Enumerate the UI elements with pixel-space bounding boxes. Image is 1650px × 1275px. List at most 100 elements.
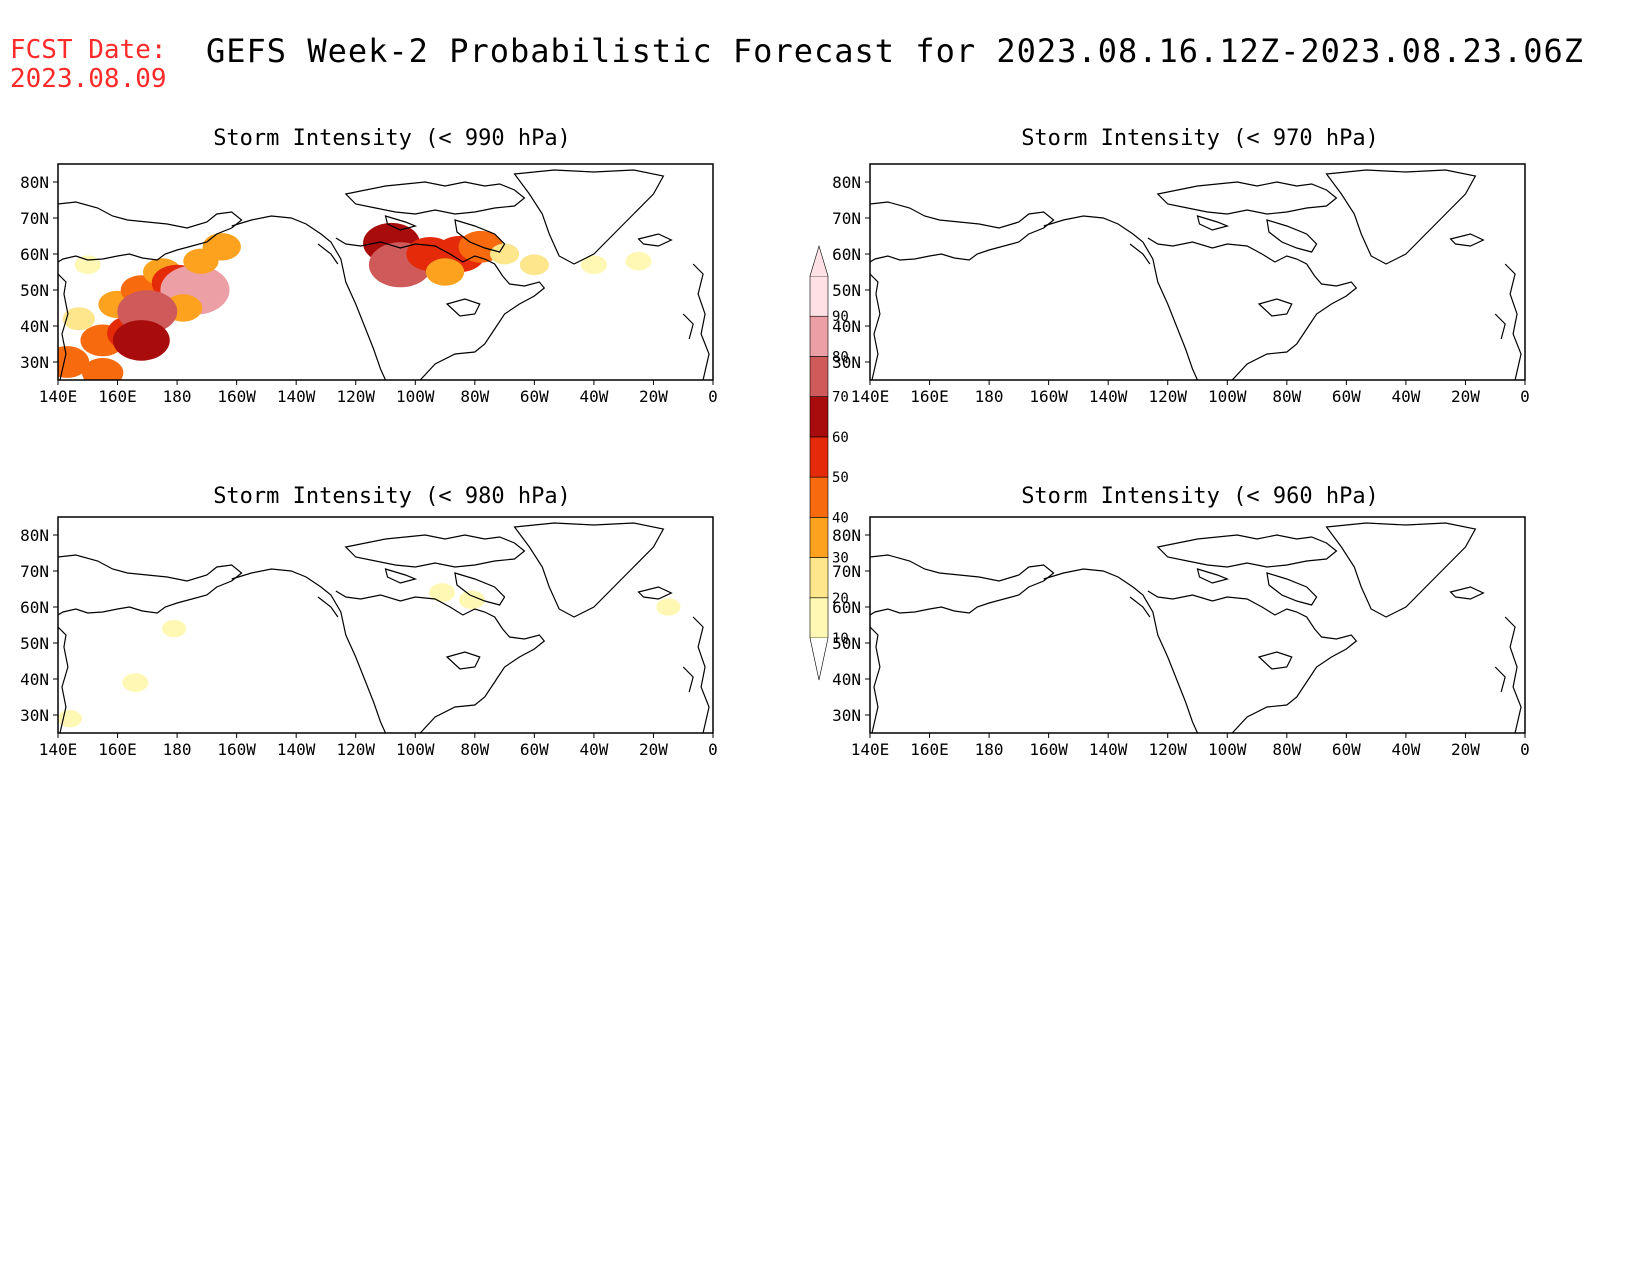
lon-tick-label: 40W — [1391, 740, 1420, 759]
lon-tick-label: 20W — [1451, 387, 1480, 406]
lon-tick-label: 20W — [1451, 740, 1480, 759]
lon-tick-label: 80W — [1272, 387, 1301, 406]
lon-tick-label: 140W — [1089, 740, 1128, 759]
lon-tick-label: 40W — [579, 387, 608, 406]
lon-tick-label: 160E — [98, 740, 137, 759]
lon-tick-label: 140E — [39, 387, 78, 406]
lat-tick-label: 30N — [832, 706, 861, 725]
lon-tick-label: 100W — [396, 740, 435, 759]
lon-tick-label: 140E — [851, 740, 890, 759]
probability-cell — [580, 255, 607, 275]
colorbar-swatch — [809, 315, 829, 357]
lon-tick-label: 140W — [277, 387, 316, 406]
coastline — [870, 169, 1522, 380]
lon-tick-label: 80W — [1272, 740, 1301, 759]
lon-tick-label: 160W — [217, 387, 256, 406]
map-panel: 80N 70N 60N 50N 40N 30N 140E 160E 180 160W 140W 120… — [832, 516, 1530, 759]
colorbar-label: 90 — [832, 309, 849, 325]
lon-tick-label: 160E — [98, 387, 137, 406]
probability-cell — [656, 598, 681, 616]
lon-tick-label: 160E — [910, 387, 949, 406]
colorbar-swatch — [809, 517, 829, 558]
probability-cell — [429, 583, 456, 602]
panel-title-990: Storm Intensity (< 990 hPa) — [213, 126, 571, 151]
lat-tick-label: 30N — [832, 353, 861, 372]
lat-tick-label: 80N — [832, 526, 861, 545]
lon-tick-label: 20W — [639, 387, 668, 406]
lat-tick-label: 60N — [832, 245, 861, 264]
colorbar-swatch — [809, 396, 829, 438]
lon-tick-label: 160W — [217, 740, 256, 759]
lat-tick-label: 70N — [20, 209, 49, 228]
lon-tick-label: 140W — [277, 740, 316, 759]
fcst-date-value: 2023.08.09 — [10, 64, 167, 94]
probability-cell — [74, 255, 101, 275]
lat-tick-label: 80N — [832, 173, 861, 192]
lon-tick-label: 120W — [336, 740, 375, 759]
probability-cell — [625, 251, 652, 271]
lon-tick-label: 80W — [460, 387, 489, 406]
lat-tick-label: 40N — [832, 670, 861, 689]
lon-tick-label: 20W — [639, 740, 668, 759]
lat-tick-label: 80N — [20, 526, 49, 545]
colorbar-label: 30 — [832, 551, 849, 567]
colorbar-label: 50 — [832, 470, 849, 486]
probability-cell — [425, 258, 465, 286]
lon-tick-label: 60W — [520, 740, 549, 759]
probability-cell — [202, 233, 241, 261]
panel-title-980: Storm Intensity (< 980 hPa) — [213, 484, 571, 509]
lat-tick-label: 30N — [20, 353, 49, 372]
colorbar-swatch — [809, 476, 829, 518]
lon-tick-label: 60W — [520, 387, 549, 406]
lon-tick-label: 100W — [1208, 740, 1247, 759]
page-title: GEFS Week-2 Probabilistic Forecast for 2… — [206, 32, 1585, 70]
coastline — [58, 522, 710, 733]
colorbar-swatch — [809, 275, 829, 317]
lat-tick-label: 40N — [832, 317, 861, 336]
probability-cell — [519, 254, 549, 276]
lat-tick-label: 50N — [20, 281, 49, 300]
map-frame — [869, 516, 1526, 734]
colorbar-label: 20 — [832, 591, 849, 607]
lat-tick-label: 60N — [20, 245, 49, 264]
coastline — [870, 522, 1522, 733]
colorbar-swatch — [809, 436, 829, 478]
lon-tick-label: 120W — [1148, 740, 1187, 759]
lon-tick-label: 120W — [1148, 387, 1187, 406]
colorbar-label: 70 — [832, 390, 849, 406]
lon-tick-label: 100W — [1208, 387, 1247, 406]
lat-tick-label: 70N — [832, 209, 861, 228]
panel-title-960: Storm Intensity (< 960 hPa) — [1021, 484, 1379, 509]
probability-cell — [490, 243, 520, 265]
map-frame — [869, 163, 1526, 381]
colorbar-label: 40 — [832, 510, 849, 526]
colorbar-swatch — [809, 557, 829, 599]
lat-tick-label: 50N — [20, 634, 49, 653]
map-panel: 80N 70N 60N 50N 40N 30N 140E 160E 180 160W 140W 120… — [832, 163, 1530, 406]
lat-tick-label: 80N — [20, 173, 49, 192]
lon-tick-label: 180 — [163, 387, 192, 406]
lon-tick-label: 180 — [163, 740, 192, 759]
lon-tick-label: 160E — [910, 740, 949, 759]
lat-tick-label: 40N — [20, 670, 49, 689]
lon-tick-label: 40W — [1391, 387, 1420, 406]
probability-cell — [162, 619, 187, 638]
colorbar-label: 10 — [832, 631, 849, 647]
lon-tick-label: 0 — [1520, 387, 1530, 406]
probability-cell — [458, 590, 485, 610]
colorbar-swatch — [809, 597, 829, 639]
lat-tick-label: 70N — [20, 562, 49, 581]
lon-tick-label: 160W — [1029, 387, 1068, 406]
lat-tick-label: 50N — [832, 634, 861, 653]
probability-cell — [81, 358, 124, 380]
lon-tick-label: 140E — [39, 740, 78, 759]
lon-tick-label: 0 — [708, 387, 718, 406]
probability-cell — [112, 320, 170, 361]
lat-tick-label: 60N — [832, 598, 861, 617]
lon-tick-label: 140E — [851, 387, 890, 406]
fcst-date-label: FCST Date: — [10, 35, 167, 65]
lon-tick-label: 180 — [975, 740, 1004, 759]
map-panel: 80N 70N 60N 50N 40N 30N 140E 160E 180 160W 140W 120… — [20, 163, 718, 406]
lon-tick-label: 60W — [1332, 740, 1361, 759]
